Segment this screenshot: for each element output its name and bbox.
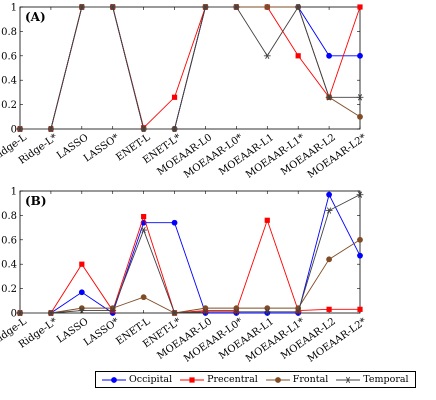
data-point bbox=[232, 3, 240, 11]
data-point bbox=[171, 219, 178, 226]
legend-swatch bbox=[102, 376, 126, 383]
data-point bbox=[171, 94, 178, 100]
data-point bbox=[232, 308, 240, 315]
legend: Occipital Precentral Frontal Temporal bbox=[95, 371, 416, 388]
panel-label: (B) bbox=[25, 194, 47, 208]
data-point bbox=[357, 306, 363, 312]
y-tick-label: 0.6 bbox=[1, 235, 17, 246]
legend-label: Frontal bbox=[292, 374, 329, 385]
x-tick-label: LASSO* bbox=[82, 316, 122, 348]
y-tick-label: 0 bbox=[11, 309, 17, 320]
data-point bbox=[140, 226, 148, 234]
data-point bbox=[16, 309, 24, 317]
data-point bbox=[78, 3, 86, 11]
panel-a: 00.20.40.60.81Ridge-LRidge-L*LASSOLASSO*… bbox=[0, 3, 369, 181]
data-point bbox=[109, 3, 117, 11]
legend-item-temporal: Temporal bbox=[336, 374, 409, 385]
data-point bbox=[171, 125, 178, 133]
legend-item-occipital: Occipital bbox=[102, 374, 172, 385]
data-point bbox=[109, 307, 117, 314]
data-point bbox=[263, 308, 271, 315]
plot-frame bbox=[19, 190, 361, 314]
data-point bbox=[171, 309, 178, 317]
panel-label: (A) bbox=[25, 10, 46, 24]
legend-swatch bbox=[265, 376, 290, 383]
series-line bbox=[20, 193, 361, 314]
y-tick-label: 0.8 bbox=[1, 27, 17, 38]
legend-marker bbox=[274, 376, 281, 383]
data-point bbox=[356, 191, 364, 198]
series-frontal bbox=[17, 236, 363, 316]
legend-label: Temporal bbox=[363, 374, 409, 385]
legend-label: Occipital bbox=[129, 374, 173, 385]
plot-frame bbox=[19, 6, 361, 130]
y-tick-label: 0.4 bbox=[1, 260, 17, 271]
data-point bbox=[47, 125, 55, 133]
y-tick-label: 0.4 bbox=[1, 76, 17, 87]
series-line bbox=[20, 215, 360, 314]
data-point bbox=[295, 53, 301, 59]
data-point bbox=[233, 305, 240, 312]
data-point bbox=[357, 4, 363, 10]
series-temporal bbox=[16, 191, 364, 317]
data-point bbox=[264, 4, 271, 10]
series-line bbox=[20, 194, 361, 314]
data-point bbox=[47, 309, 55, 317]
series-occipital bbox=[17, 191, 363, 316]
y-tick-label: 0.2 bbox=[1, 100, 17, 111]
legend-item-frontal: Frontal bbox=[265, 374, 329, 385]
data-point bbox=[263, 52, 271, 59]
legend-marker bbox=[344, 376, 352, 383]
data-point bbox=[294, 308, 302, 315]
data-point bbox=[202, 308, 209, 315]
data-point bbox=[357, 113, 363, 120]
legend-swatch bbox=[180, 376, 205, 383]
data-point bbox=[357, 52, 363, 59]
panel-b: 00.20.40.60.81Ridge-LRidge-L*LASSOLASSO*… bbox=[0, 187, 369, 365]
y-tick-label: 1 bbox=[11, 3, 17, 14]
data-point bbox=[79, 261, 85, 267]
data-point bbox=[357, 236, 363, 243]
y-tick-label: 0.6 bbox=[1, 51, 17, 62]
x-tick-label: LASSO* bbox=[82, 132, 122, 164]
data-point bbox=[294, 3, 302, 11]
y-tick-label: 1 bbox=[11, 187, 17, 198]
y-tick-label: 0 bbox=[11, 125, 17, 136]
series-line bbox=[20, 5, 360, 130]
data-point bbox=[202, 305, 209, 312]
legend-item-precentral: Precentral bbox=[180, 374, 258, 385]
data-point bbox=[141, 214, 147, 220]
legend-marker bbox=[111, 376, 117, 383]
data-point bbox=[325, 207, 333, 214]
data-point bbox=[357, 252, 363, 259]
legend-marker bbox=[189, 376, 195, 383]
y-tick-label: 0.8 bbox=[1, 211, 17, 222]
data-point bbox=[356, 94, 364, 101]
series-line bbox=[20, 239, 361, 314]
data-point bbox=[78, 307, 86, 314]
data-point bbox=[140, 294, 147, 301]
y-tick-label: 0.2 bbox=[1, 284, 17, 295]
data-point bbox=[326, 256, 332, 263]
data-point bbox=[78, 289, 85, 296]
data-point bbox=[140, 125, 148, 133]
data-point bbox=[326, 306, 332, 312]
data-point bbox=[264, 305, 271, 312]
legend-label: Precentral bbox=[207, 374, 258, 385]
data-point bbox=[264, 217, 270, 223]
data-point bbox=[326, 52, 332, 59]
series-temporal bbox=[16, 3, 364, 133]
data-point bbox=[325, 94, 333, 101]
data-point bbox=[326, 191, 332, 198]
data-point bbox=[202, 3, 209, 11]
data-point bbox=[16, 125, 24, 133]
legend-swatch bbox=[336, 376, 361, 383]
